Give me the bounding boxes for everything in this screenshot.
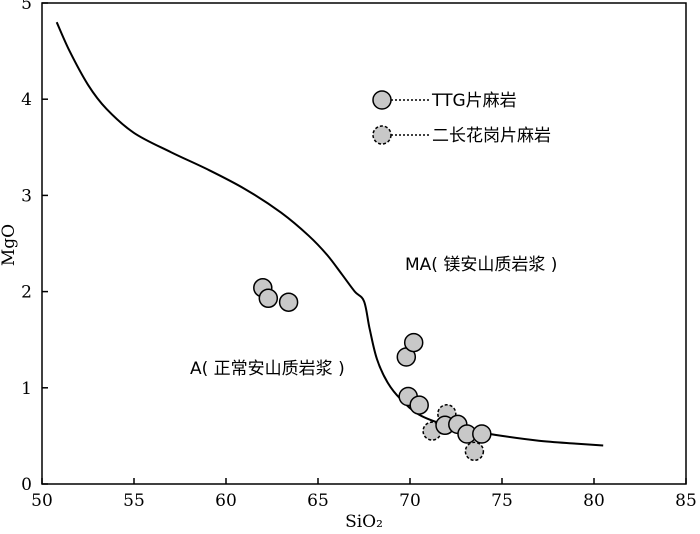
monzogranite-gneiss-point — [464, 441, 485, 462]
boundary-curve — [55, 21, 604, 447]
legend-marker-ttg — [372, 90, 392, 110]
plot-frame — [41, 2, 687, 485]
x-tick-label: 80 — [583, 491, 605, 511]
y-tick-label: 5 — [21, 0, 32, 14]
x-tick-label: 60 — [215, 491, 237, 511]
x-tick-label: 55 — [123, 491, 145, 511]
y-tick-label: 1 — [21, 379, 32, 399]
ttg-gneiss-point — [472, 424, 492, 444]
ttg-gneiss-point — [278, 292, 299, 312]
ttg-gneiss-point — [409, 395, 429, 415]
ttg-gneiss-point — [403, 332, 424, 353]
y-tick-label: 3 — [21, 186, 32, 206]
x-tick-label: 70 — [399, 491, 421, 511]
legend: TTG片麻岩 二长花岗片麻岩 — [372, 90, 551, 146]
annotation-ma: MA( 镁安山质岩浆 ) — [405, 255, 557, 275]
x-ticks: 50 55 60 65 70 75 80 85 — [31, 478, 697, 511]
legend-label-ttg: TTG片麻岩 — [431, 91, 517, 111]
y-axis-title: MgO — [0, 224, 19, 266]
y-tick-label: 4 — [21, 90, 32, 110]
axes — [41, 2, 687, 485]
annotation-a: A( 正常安山质岩浆 ) — [190, 359, 345, 379]
y-tick-label: 0 — [21, 475, 32, 495]
ttg-gneiss-point — [258, 288, 279, 309]
legend-marker-monzogranite — [372, 125, 392, 145]
x-tick-label: 50 — [31, 491, 53, 511]
x-tick-label: 65 — [307, 491, 329, 511]
legend-label-monzogranite: 二长花岗片麻岩 — [432, 126, 551, 146]
x-axis-title: SiO₂ — [345, 512, 383, 532]
x-tick-label: 85 — [675, 491, 697, 511]
x-tick-label: 75 — [491, 491, 513, 511]
y-tick-label: 2 — [21, 283, 32, 303]
data-points — [253, 278, 492, 462]
y-ticks: 0 1 2 3 4 5 — [21, 0, 48, 495]
